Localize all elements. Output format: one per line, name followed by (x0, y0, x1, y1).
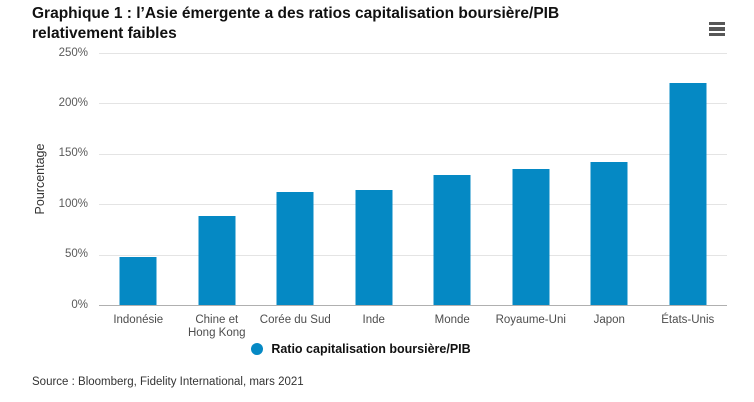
y-tick-label: 250% (58, 46, 88, 59)
legend-label: Ratio capitalisation boursière/PIB (271, 342, 471, 356)
gridline (99, 103, 727, 105)
x-axis-label: Indonésie (113, 314, 164, 326)
x-axis-label: États-Unis (661, 314, 715, 326)
x-axis-label: Chine et Hong Kong (187, 314, 246, 339)
bars-container (99, 53, 727, 305)
bar[interactable] (433, 174, 471, 305)
bar-slot (649, 53, 728, 305)
bar-slot (413, 53, 492, 305)
x-axis-line (99, 305, 727, 306)
gridline (99, 254, 727, 256)
bar[interactable] (276, 192, 314, 305)
bar-slot (492, 53, 571, 305)
bar-slot (99, 53, 178, 305)
bar[interactable] (590, 161, 628, 305)
y-tick-label: 100% (58, 197, 88, 210)
gridline (99, 204, 727, 206)
hamburger-icon (709, 32, 725, 36)
bar-slot (335, 53, 414, 305)
bar[interactable] (119, 256, 157, 305)
hamburger-icon (709, 22, 725, 26)
hamburger-icon (709, 27, 725, 31)
y-tick-label: 0% (71, 298, 88, 311)
x-axis-labels: Indonésie Chine et Hong Kong Corée du Sud I… (99, 314, 727, 339)
y-tick-label: 200% (58, 96, 88, 109)
chart-title: Graphique 1 : l’Asie émergente a des rat… (32, 5, 560, 42)
y-tick-label: 50% (64, 248, 88, 261)
gridline (99, 53, 727, 54)
y-axis-title: Pourcentage (33, 143, 47, 215)
legend-marker-icon (251, 343, 264, 355)
legend: Ratio capitalisation boursière/PIB (0, 342, 722, 356)
bar[interactable] (198, 216, 236, 305)
chart-context-menu-button[interactable] (709, 22, 725, 36)
bar[interactable] (669, 83, 707, 305)
bar-slot (570, 53, 649, 305)
x-axis-label: Corée du Sud (259, 314, 331, 326)
x-axis-label: Inde (362, 314, 385, 326)
gridline (99, 153, 727, 155)
bar-slot (256, 53, 335, 305)
x-axis-label: Royaume-Uni (495, 314, 566, 326)
x-axis-label: Monde (434, 314, 470, 326)
y-tick-label: 150% (58, 147, 88, 160)
bar[interactable] (355, 190, 393, 305)
bar[interactable] (512, 168, 550, 305)
bar-slot (178, 53, 257, 305)
x-axis-label: Japon (593, 314, 625, 326)
source-note: Source : Bloomberg, Fidelity Internation… (32, 376, 304, 388)
